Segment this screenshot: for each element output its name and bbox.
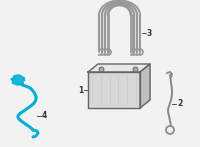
Text: 2: 2: [177, 100, 182, 108]
Polygon shape: [140, 64, 150, 108]
Text: 4: 4: [42, 112, 47, 121]
Polygon shape: [88, 72, 140, 108]
Polygon shape: [88, 64, 150, 72]
Text: 3: 3: [147, 29, 152, 37]
Polygon shape: [11, 75, 25, 85]
Text: 1: 1: [78, 86, 83, 95]
